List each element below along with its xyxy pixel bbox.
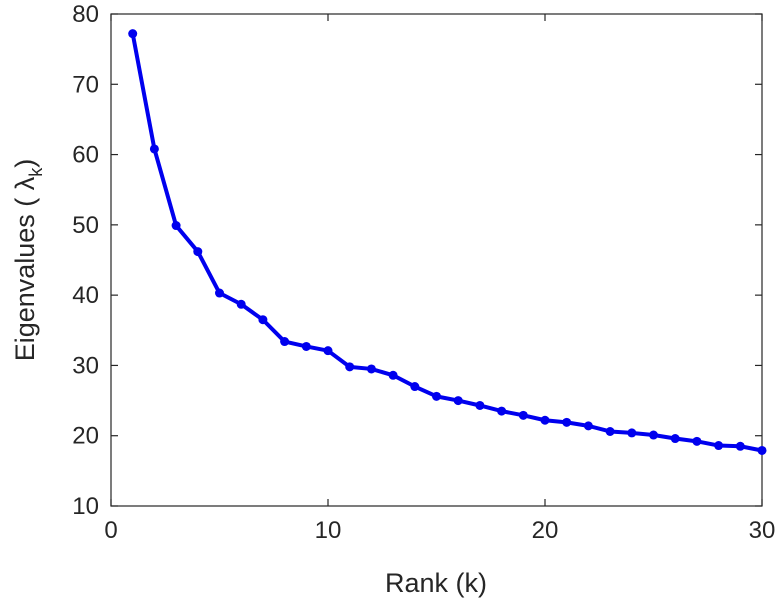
- y-tick-label: 80: [72, 1, 99, 28]
- data-point: [649, 430, 658, 440]
- data-point: [301, 341, 311, 351]
- y-tick-label: 40: [72, 282, 99, 309]
- x-axis-ticks: 0 10 20 30: [104, 14, 775, 544]
- data-point: [562, 417, 572, 427]
- y-tick-label: 10: [72, 493, 99, 520]
- data-point: [475, 400, 485, 410]
- y-axis-title-close: ): [10, 159, 40, 168]
- data-point: [692, 436, 702, 446]
- data-point: [670, 434, 680, 444]
- y-axis-ticks: 10 20 30 40 50 60 70 80: [72, 1, 762, 520]
- x-tick-label: 20: [532, 517, 559, 544]
- data-point: [735, 441, 745, 451]
- x-tick-label: 10: [315, 517, 342, 544]
- data-point: [714, 441, 724, 451]
- data-point: [583, 421, 593, 431]
- data-point: [518, 410, 528, 420]
- data-point: [149, 144, 159, 154]
- data-point: [497, 406, 507, 416]
- data-point: [605, 426, 615, 436]
- data-point: [540, 415, 550, 425]
- data-point: [345, 362, 355, 372]
- plot-area: [110, 13, 763, 507]
- y-tick-label: 50: [72, 212, 99, 239]
- data-point: [757, 445, 767, 455]
- data-point: [258, 315, 268, 325]
- y-axis-title-main: Eigenvalues ( λ: [10, 176, 40, 361]
- data-point: [366, 364, 376, 374]
- data-point: [215, 288, 224, 298]
- x-tick-label: 0: [104, 517, 117, 544]
- series-layer: [128, 29, 767, 455]
- data-point: [193, 247, 203, 257]
- y-tick-label: 20: [72, 423, 99, 450]
- data-point: [171, 221, 181, 231]
- x-tick-label: 30: [749, 517, 776, 544]
- data-point: [432, 391, 441, 401]
- data-point: [388, 370, 398, 380]
- plot-frame: [110, 13, 763, 507]
- y-tick-label: 60: [72, 142, 99, 169]
- data-point: [453, 396, 463, 406]
- y-axis-title: Eigenvalues ( λk): [10, 159, 46, 362]
- y-tick-label: 30: [72, 352, 99, 379]
- data-point: [627, 428, 637, 438]
- data-point: [236, 299, 246, 309]
- data-point: [128, 29, 138, 39]
- data-point: [323, 346, 333, 356]
- y-tick-label: 70: [72, 71, 99, 98]
- x-axis-title: Rank (k): [385, 568, 487, 598]
- y-axis-title-subscript: k: [26, 167, 46, 177]
- data-point: [410, 382, 420, 392]
- data-point: [280, 337, 290, 347]
